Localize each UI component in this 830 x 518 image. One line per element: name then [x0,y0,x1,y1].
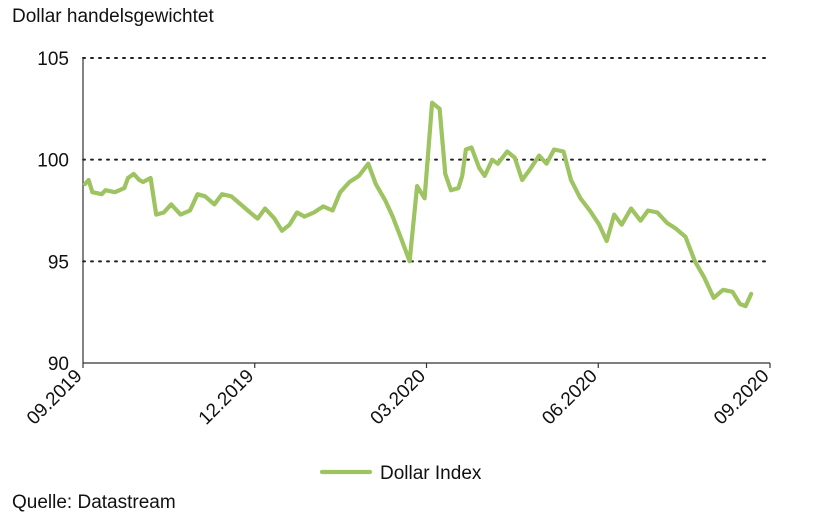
legend: Dollar Index [319,463,482,484]
legend-label: Dollar Index [380,463,482,484]
x-tick-label: 12.2019 [195,366,258,429]
x-tick-label: 06.2020 [538,366,601,429]
x-tick-label: 09.2020 [710,366,773,429]
y-tick-labels: 90 95 100 105 [37,49,69,375]
x-tick-label: 03.2020 [367,366,430,429]
y-tick-label: 90 [48,354,69,375]
y-tick-label: 95 [48,252,69,273]
x-tick-label: 09.2019 [23,366,86,429]
source-note: Quelle: Datastream [12,492,176,513]
x-tick-labels: 09.2019 12.2019 03.2020 06.2020 09.2020 [23,366,773,429]
y-tick-label: 105 [37,49,69,70]
y-tick-label: 100 [37,151,69,172]
chart-title: Dollar handelsgewichtet [12,6,214,27]
series-line-dollar-index [82,100,754,309]
axes [82,58,771,368]
series-layer [82,100,754,309]
